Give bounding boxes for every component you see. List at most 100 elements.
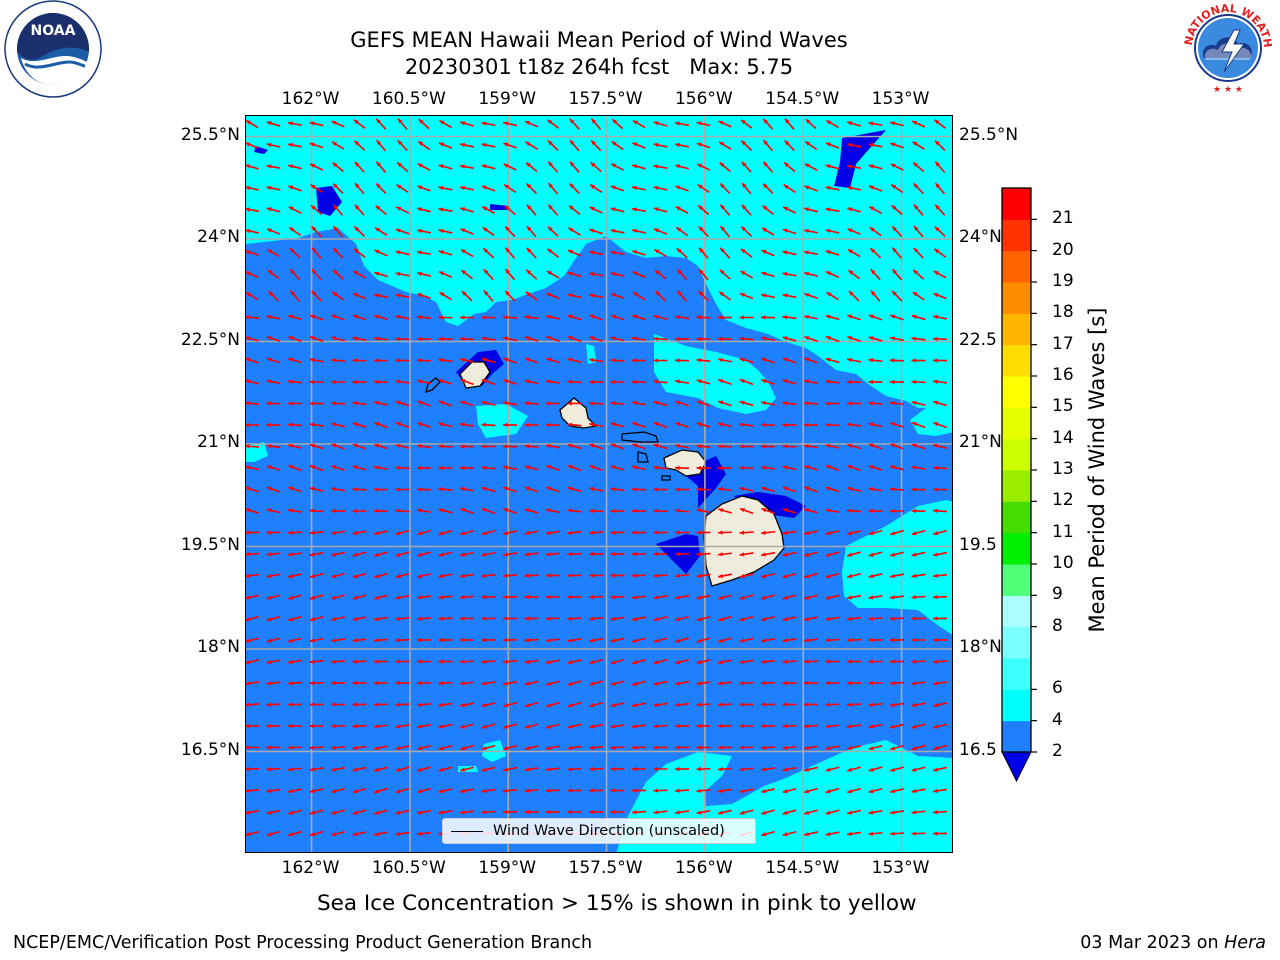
wave-direction-arrow <box>846 637 862 643</box>
wave-direction-arrow <box>717 487 733 492</box>
wave-direction-arrow <box>782 809 797 815</box>
wave-direction-arrow <box>524 745 539 751</box>
wave-direction-arrow <box>246 615 259 622</box>
wave-direction-arrow <box>416 637 432 643</box>
wave-direction-arrow <box>439 119 452 129</box>
wave-direction-arrow <box>631 530 647 535</box>
lon-tick-label-top: 153°W <box>871 89 930 109</box>
wave-direction-arrow <box>741 182 752 195</box>
wave-direction-arrow <box>417 766 431 772</box>
wave-direction-arrow <box>417 400 431 407</box>
wave-direction-arrow <box>567 293 582 299</box>
wave-direction-arrow <box>246 681 260 686</box>
wave-direction-arrow <box>631 228 647 234</box>
wave-direction-arrow <box>288 335 302 343</box>
wave-direction-arrow <box>459 142 475 148</box>
wave-direction-arrow <box>481 206 496 214</box>
wave-direction-arrow <box>868 314 883 321</box>
wave-direction-arrow <box>782 766 797 772</box>
wave-direction-arrow <box>911 314 926 321</box>
wave-direction-arrow <box>696 637 711 643</box>
colorbar-segment <box>1002 438 1031 471</box>
wave-direction-arrow <box>482 226 495 237</box>
wave-direction-arrow <box>631 616 647 622</box>
wave-direction-arrow <box>352 831 367 837</box>
wave-direction-arrow <box>804 594 818 600</box>
wave-direction-arrow <box>547 182 559 195</box>
wave-direction-arrow <box>524 637 539 643</box>
wave-direction-arrow <box>569 139 580 152</box>
wave-direction-arrow <box>330 401 346 406</box>
wave-direction-arrow <box>653 379 668 384</box>
wave-direction-arrow <box>588 401 604 406</box>
wave-direction-arrow <box>481 444 496 449</box>
wave-direction-arrow <box>717 745 733 750</box>
wave-direction-arrow <box>373 680 389 686</box>
wave-direction-arrow <box>287 723 303 729</box>
wave-direction-arrow <box>869 247 882 259</box>
wave-direction-arrow <box>933 248 947 258</box>
wave-direction-arrow <box>868 379 883 385</box>
wave-direction-arrow <box>610 551 625 557</box>
wave-direction-arrow <box>932 551 948 557</box>
wave-direction-arrow <box>352 379 367 385</box>
wave-direction-arrow <box>567 659 582 665</box>
wave-direction-arrow <box>266 422 281 428</box>
wave-direction-arrow <box>868 659 883 664</box>
wave-direction-arrow <box>654 290 667 302</box>
wave-direction-arrow <box>696 336 711 342</box>
colorbar-tick-label: 13 <box>1052 459 1074 479</box>
hawaiian-islands-land <box>425 361 785 587</box>
wave-direction-arrow <box>717 552 733 557</box>
wave-direction-arrow <box>611 118 624 130</box>
wave-direction-arrow <box>460 269 474 280</box>
wave-direction-arrow <box>246 291 259 301</box>
colorbar-tick-label: 4 <box>1052 709 1063 730</box>
wave-direction-arrow <box>632 291 646 301</box>
wave-direction-arrow <box>331 572 345 579</box>
wave-direction-arrow <box>739 400 754 407</box>
wave-direction-arrow <box>762 161 774 173</box>
wave-direction-arrow <box>546 248 560 258</box>
wave-direction-arrow <box>653 314 668 320</box>
wave-direction-arrow <box>653 702 668 708</box>
wave-direction-arrow <box>352 659 367 664</box>
wave-direction-arrow <box>674 810 690 815</box>
wave-direction-arrow <box>782 206 797 214</box>
wave-direction-arrow <box>782 271 797 277</box>
wave-direction-arrow <box>653 551 668 557</box>
wave-direction-arrow <box>739 615 754 622</box>
wave-direction-arrow <box>889 595 905 600</box>
wave-direction-arrow <box>438 744 453 751</box>
wave-direction-arrow <box>545 401 561 406</box>
wave-direction-arrow <box>287 121 303 127</box>
wave-direction-arrow <box>287 552 303 557</box>
wave-direction-arrow <box>524 315 539 320</box>
wave-direction-arrow <box>739 723 754 729</box>
wave-direction-arrow <box>331 314 345 321</box>
wave-direction-arrow <box>717 702 733 707</box>
wave-direction-arrow <box>653 788 668 793</box>
wave-direction-arrow <box>395 594 410 600</box>
wave-direction-arrow <box>891 290 903 302</box>
wave-direction-arrow <box>934 182 946 195</box>
wave-direction-arrow <box>739 702 754 707</box>
wave-direction-arrow <box>309 142 324 149</box>
wave-direction-arrow <box>352 572 367 579</box>
wave-direction-arrow <box>890 551 904 557</box>
wave-direction-arrow <box>288 206 302 214</box>
wave-direction-arrow <box>847 335 861 343</box>
wave-direction-arrow <box>631 336 647 341</box>
wave-direction-arrow <box>375 204 387 216</box>
wave-direction-arrow <box>481 788 496 794</box>
wave-direction-arrow <box>438 487 453 492</box>
wave-direction-arrow <box>696 594 711 600</box>
wave-direction-arrow <box>459 788 475 794</box>
wave-direction-arrow <box>696 659 711 665</box>
wave-direction-arrow <box>438 379 453 385</box>
wave-direction-arrow <box>545 443 561 449</box>
wave-direction-arrow <box>631 573 647 578</box>
wave-direction-arrow <box>352 314 367 321</box>
wave-direction-arrow <box>739 357 754 364</box>
wave-direction-arrow <box>416 358 432 363</box>
